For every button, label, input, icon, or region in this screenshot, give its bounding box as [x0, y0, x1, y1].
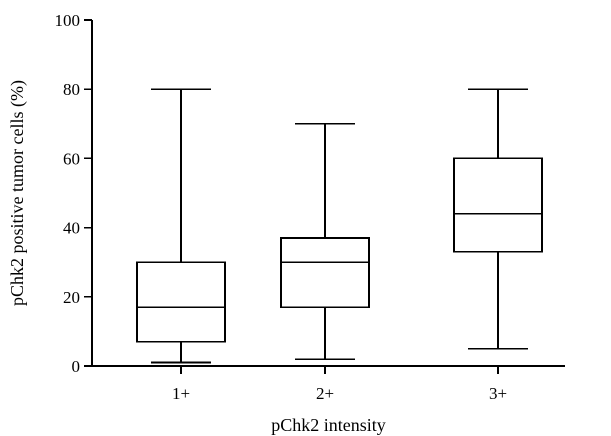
box-2 — [280, 237, 370, 308]
x-tick-label-3: 3+ — [489, 384, 507, 403]
boxplot-group-3 — [453, 88, 543, 350]
x-tick-label-2: 2+ — [316, 384, 334, 403]
y-tick-label-0: 0 — [72, 357, 81, 376]
x-tick-label-1: 1+ — [172, 384, 190, 403]
y-tick-label-20: 20 — [63, 288, 80, 307]
y-tick-label-60: 60 — [63, 149, 80, 168]
box-3 — [453, 157, 543, 253]
y-tick-label-80: 80 — [63, 80, 80, 99]
x-axis-label: pChk2 intensity — [271, 415, 386, 435]
plot-layer — [136, 88, 543, 364]
box-1 — [136, 261, 226, 343]
y-axis-label: pChk2 positive tumor cells (%) — [7, 80, 28, 306]
boxplot-group-2 — [280, 123, 370, 360]
labels-layer: pChk2 intensity pChk2 positive tumor cel… — [7, 80, 386, 435]
y-tick-label-40: 40 — [63, 219, 80, 238]
boxplot-group-1 — [136, 88, 226, 364]
y-tick-label-100: 100 — [55, 11, 81, 30]
axes-layer: 0 20 40 60 80 100 1+ 2+ 3+ — [55, 11, 565, 403]
